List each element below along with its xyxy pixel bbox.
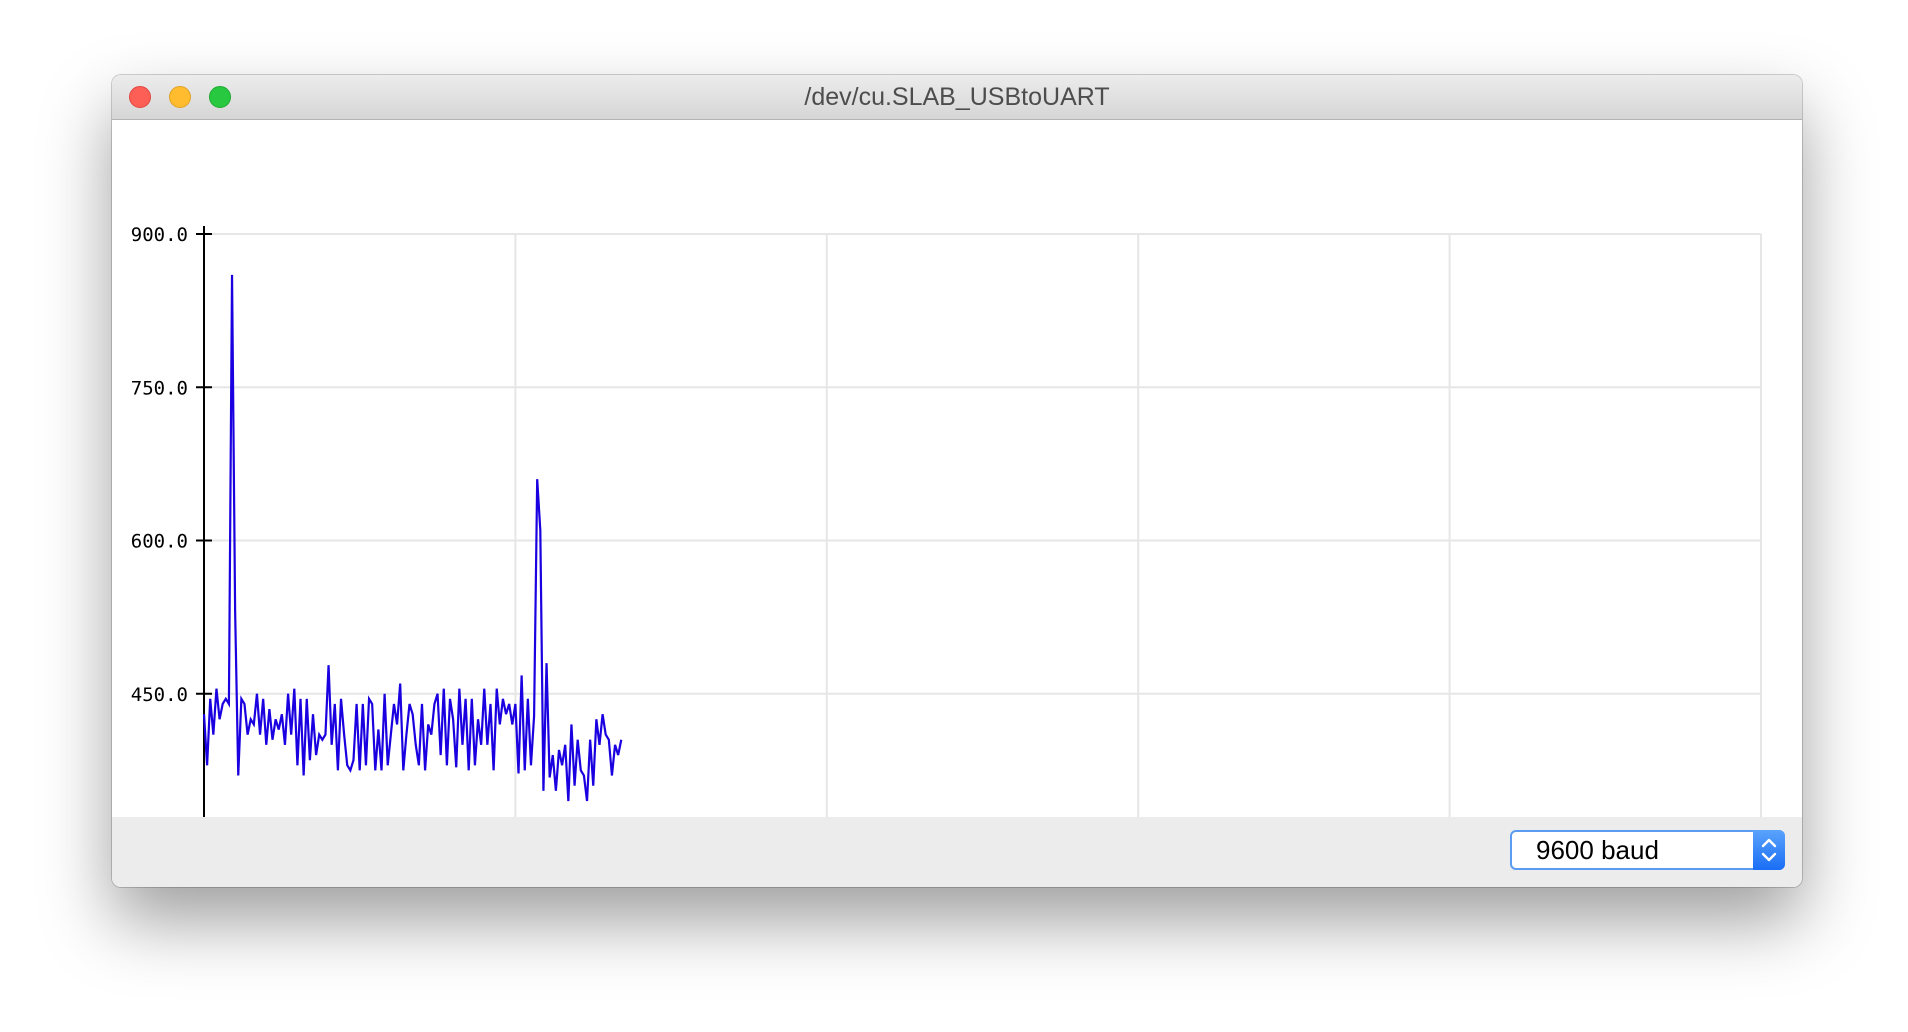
serial-plot-chart: 0100200300400500300.0450.0600.0750.0900.… [131, 224, 1762, 817]
title-bar[interactable]: /dev/cu.SLAB_USBtoUART [112, 75, 1802, 120]
plot-area: 0100200300400500300.0450.0600.0750.0900.… [112, 120, 1802, 817]
series-layer [202, 274, 623, 802]
series-line-0 [202, 274, 623, 802]
close-button-icon[interactable] [129, 86, 151, 108]
minimize-button-icon[interactable] [169, 86, 191, 108]
window-title: /dev/cu.SLAB_USBtoUART [804, 83, 1110, 111]
bottom-toolbar: 9600 baud [112, 817, 1802, 887]
serial-plotter-window: /dev/cu.SLAB_USBtoUART 01002003004005003… [112, 75, 1802, 887]
y-tick-label-900: 900.0 [131, 224, 188, 246]
grid-layer [204, 233, 1762, 817]
y-tick-label-600: 600.0 [131, 531, 188, 553]
zoom-button-icon[interactable] [209, 86, 231, 108]
baud-rate-select[interactable]: 9600 baud [1510, 830, 1785, 870]
chevron-up-down-icon[interactable] [1753, 830, 1785, 870]
y-tick-label-450: 450.0 [131, 684, 188, 706]
y-tick-label-750: 750.0 [131, 377, 188, 399]
baud-rate-value: 9600 baud [1536, 835, 1659, 865]
axis-layer: 0100200300400500300.0450.0600.0750.0900.… [131, 224, 212, 817]
